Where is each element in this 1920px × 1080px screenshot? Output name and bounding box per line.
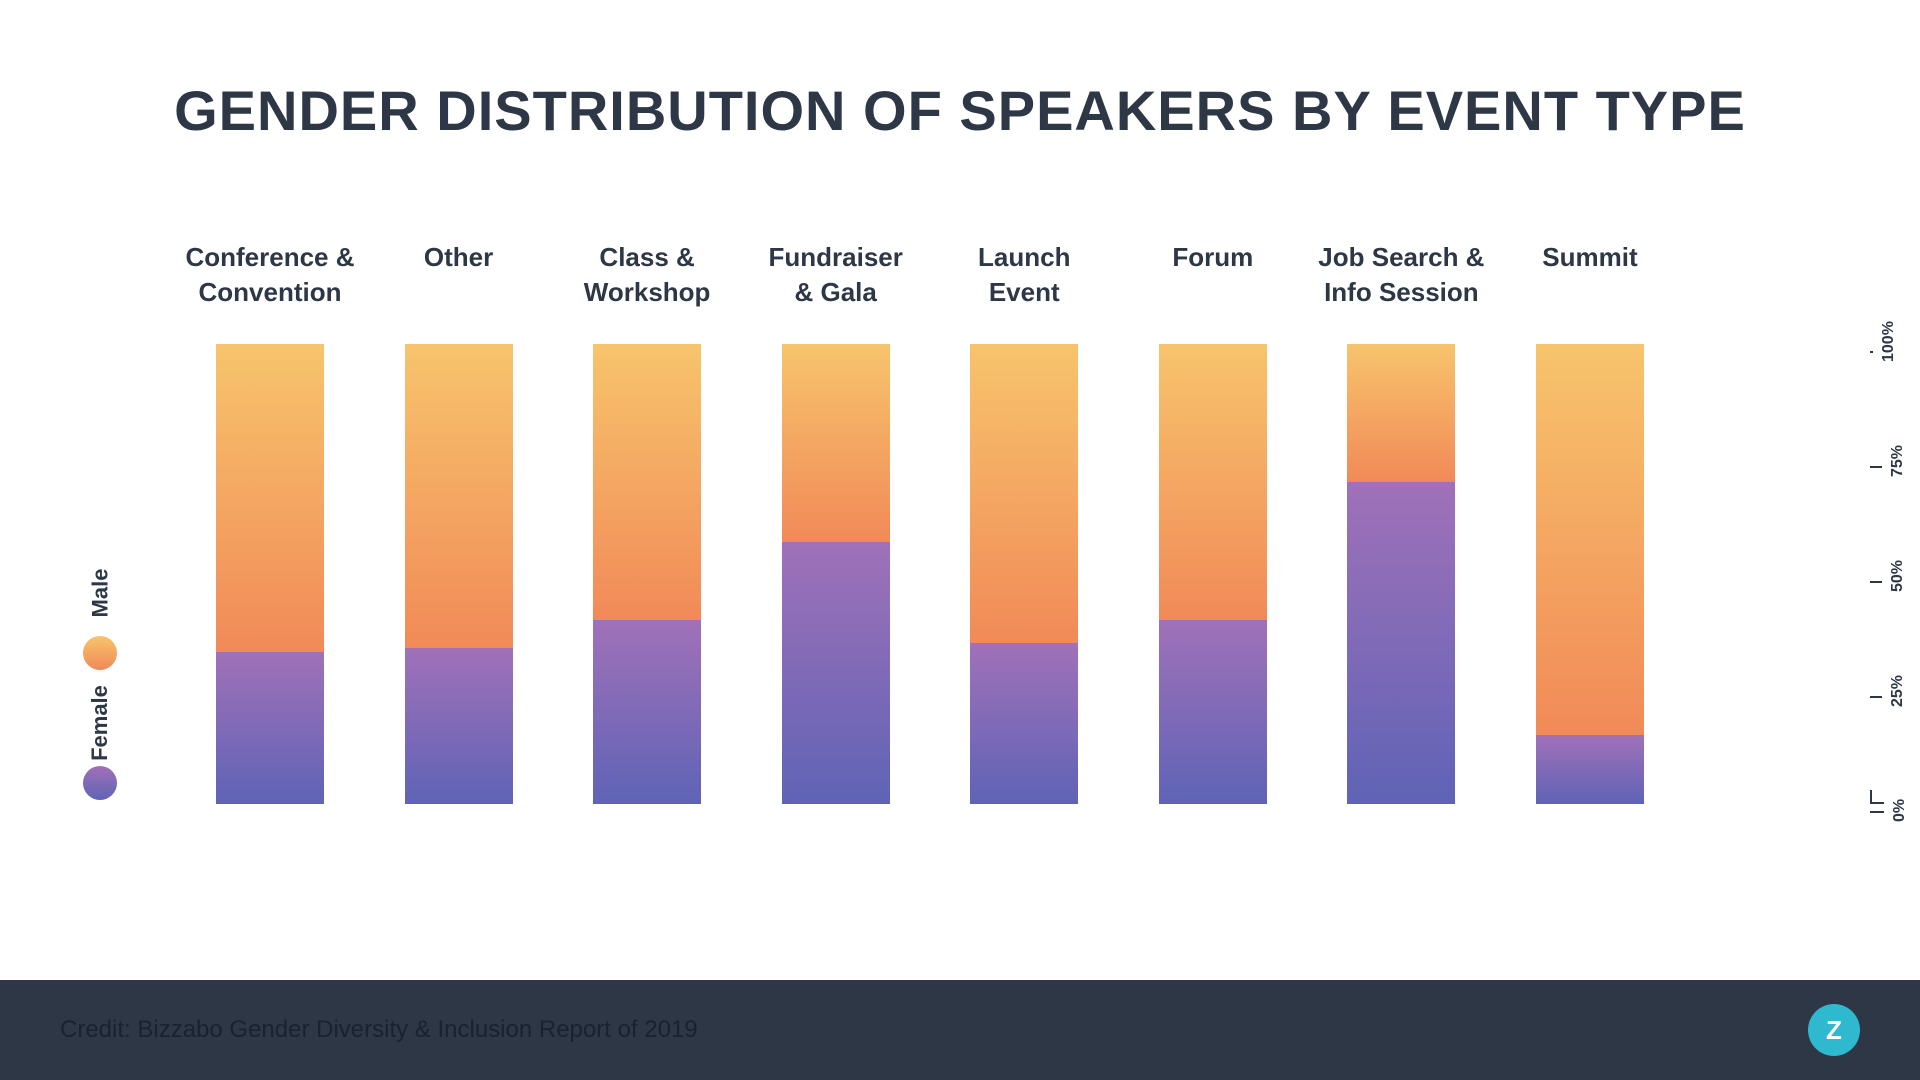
y-axis-tick-mark (1870, 351, 1873, 353)
legend-item-male: Male (70, 580, 130, 670)
page: GENDER DISTRIBUTION OF SPEAKERS BY EVENT… (0, 0, 1920, 1080)
y-axis-tick-label: 50% (1889, 560, 1907, 592)
bar-segment-female (216, 652, 324, 804)
bar-segment-male (782, 344, 890, 542)
category-label: Summit (1542, 240, 1637, 320)
y-axis-tick-label: 25% (1889, 675, 1907, 707)
legend: Male Female (70, 580, 130, 860)
bar-segment-female (405, 648, 513, 804)
chart-column: Conference & Convention (180, 240, 360, 840)
chart-column: Launch Event (934, 240, 1114, 840)
chart-title: GENDER DISTRIBUTION OF SPEAKERS BY EVENT… (0, 0, 1920, 143)
y-axis-tick: 75% (1870, 458, 1920, 476)
category-label: Class & Workshop (584, 240, 711, 320)
stacked-bar (405, 344, 513, 804)
y-axis-tick-mark (1870, 466, 1882, 468)
chart-column: Fundraiser & Gala (746, 240, 926, 840)
bar-segment-female (593, 620, 701, 804)
y-axis-tick-label: 0% (1891, 799, 1909, 822)
y-axis-tick-mark (1870, 811, 1884, 813)
y-axis-corner (1870, 790, 1884, 804)
y-axis-tick: 0% (1870, 803, 1920, 821)
y-axis-tick-mark (1870, 581, 1882, 583)
stacked-bar (1536, 344, 1644, 804)
chart-column: Class & Workshop (557, 240, 737, 840)
category-label: Fundraiser & Gala (769, 240, 903, 320)
bar-segment-female (782, 542, 890, 804)
chart-column: Job Search & Info Session (1311, 240, 1491, 840)
bar-segment-male (1536, 344, 1644, 735)
legend-label-female: Female (87, 685, 113, 761)
bar-segment-female (1347, 482, 1455, 804)
bar-segment-female (970, 643, 1078, 804)
legend-item-female: Female (70, 710, 130, 800)
chart-column: Forum (1123, 240, 1303, 840)
y-axis-tick-label: 75% (1889, 445, 1907, 477)
legend-label-male: Male (87, 569, 113, 618)
chart-columns: Conference & Convention Other Class & Work… (180, 240, 1680, 840)
stacked-bar (970, 344, 1078, 804)
bar-segment-male (1159, 344, 1267, 620)
stacked-bar (1159, 344, 1267, 804)
chart-column: Other (369, 240, 549, 840)
category-label: Other (424, 240, 493, 320)
bar-segment-female (1536, 735, 1644, 804)
y-axis: 0%25%50%75%100% (1870, 344, 1920, 804)
category-label: Forum (1172, 240, 1253, 320)
category-label: Conference & Convention (185, 240, 354, 320)
stacked-bar (1347, 344, 1455, 804)
y-axis-tick: 50% (1870, 573, 1920, 591)
chart-area: Conference & Convention Other Class & Work… (180, 240, 1740, 840)
bar-segment-male (1347, 344, 1455, 482)
chart-column: Summit (1500, 240, 1680, 840)
credit-text: Credit: Bizzabo Gender Diversity & Inclu… (60, 1016, 698, 1044)
y-axis-tick-mark (1870, 696, 1882, 698)
brand-logo-icon: Z (1808, 1004, 1860, 1056)
bar-segment-female (1159, 620, 1267, 804)
y-axis-tick: 25% (1870, 688, 1920, 706)
y-axis-tick-label: 100% (1880, 321, 1898, 362)
legend-swatch-female (83, 766, 117, 800)
stacked-bar (216, 344, 324, 804)
footer-bar: Credit: Bizzabo Gender Diversity & Inclu… (0, 980, 1920, 1080)
category-label: Launch Event (978, 240, 1070, 320)
bar-segment-male (593, 344, 701, 620)
legend-swatch-male (83, 636, 117, 670)
bar-segment-male (970, 344, 1078, 643)
category-label: Job Search & Info Session (1318, 240, 1484, 320)
y-axis-tick: 100% (1870, 343, 1920, 361)
stacked-bar (593, 344, 701, 804)
bar-segment-male (405, 344, 513, 648)
stacked-bar (782, 344, 890, 804)
bar-segment-male (216, 344, 324, 652)
